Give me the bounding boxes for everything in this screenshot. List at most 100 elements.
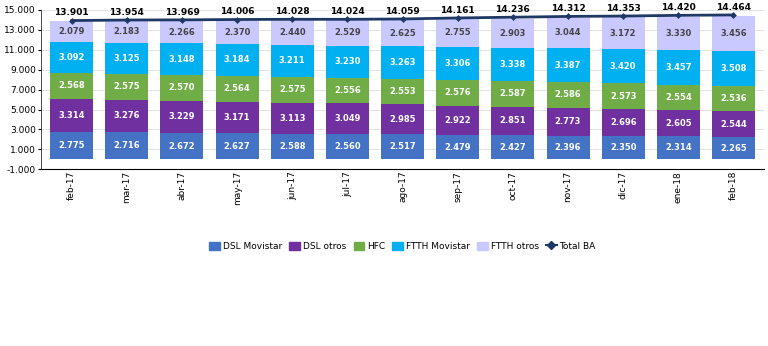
Text: 2.755: 2.755 bbox=[445, 28, 471, 37]
Text: 2.553: 2.553 bbox=[389, 87, 416, 96]
Text: 13.901: 13.901 bbox=[55, 8, 89, 17]
Text: 2.517: 2.517 bbox=[389, 143, 416, 152]
Text: 3.306: 3.306 bbox=[445, 59, 471, 68]
Bar bbox=[547, 136, 590, 160]
Bar bbox=[712, 17, 755, 51]
Text: 3.211: 3.211 bbox=[279, 56, 306, 65]
Text: 3.330: 3.330 bbox=[665, 29, 691, 38]
Text: 14.236: 14.236 bbox=[495, 5, 530, 14]
Text: 2.556: 2.556 bbox=[334, 86, 361, 95]
Bar bbox=[105, 43, 148, 74]
Text: 2.536: 2.536 bbox=[720, 94, 746, 103]
Bar bbox=[547, 18, 590, 48]
Bar bbox=[381, 104, 424, 134]
Text: 2.587: 2.587 bbox=[500, 89, 526, 98]
Text: 2.773: 2.773 bbox=[554, 117, 581, 126]
Bar bbox=[216, 133, 259, 160]
Text: 2.265: 2.265 bbox=[720, 144, 746, 153]
Text: 3.229: 3.229 bbox=[169, 112, 195, 121]
Bar bbox=[326, 20, 369, 46]
Text: 2.314: 2.314 bbox=[665, 143, 692, 153]
Text: 3.044: 3.044 bbox=[554, 28, 581, 37]
Bar bbox=[271, 102, 314, 134]
Bar bbox=[492, 135, 535, 160]
Text: 2.079: 2.079 bbox=[58, 27, 85, 36]
Text: 2.427: 2.427 bbox=[499, 143, 526, 152]
Bar bbox=[381, 134, 424, 160]
Bar bbox=[326, 103, 369, 134]
Bar bbox=[381, 79, 424, 104]
Text: 2.851: 2.851 bbox=[499, 117, 526, 126]
Text: 14.028: 14.028 bbox=[275, 7, 310, 16]
Bar bbox=[50, 73, 93, 99]
Bar bbox=[657, 17, 700, 50]
Text: 2.576: 2.576 bbox=[445, 88, 471, 97]
Text: 2.672: 2.672 bbox=[169, 142, 195, 151]
Text: 3.338: 3.338 bbox=[500, 60, 526, 69]
Text: 2.568: 2.568 bbox=[58, 81, 85, 90]
Bar bbox=[326, 46, 369, 78]
Text: 14.312: 14.312 bbox=[551, 4, 585, 13]
Bar bbox=[712, 137, 755, 160]
Text: 2.625: 2.625 bbox=[389, 29, 416, 38]
Bar bbox=[216, 20, 259, 44]
Text: 13.954: 13.954 bbox=[109, 8, 144, 17]
Text: 2.370: 2.370 bbox=[224, 28, 250, 37]
Bar bbox=[657, 136, 700, 160]
Text: 2.570: 2.570 bbox=[169, 83, 195, 92]
Text: 2.544: 2.544 bbox=[720, 120, 746, 129]
Text: 14.024: 14.024 bbox=[330, 7, 365, 16]
Bar bbox=[436, 19, 479, 47]
Bar bbox=[161, 133, 204, 160]
Bar bbox=[271, 134, 314, 160]
Bar bbox=[492, 107, 535, 135]
Text: 2.396: 2.396 bbox=[554, 143, 581, 152]
Text: 2.985: 2.985 bbox=[389, 115, 415, 124]
Bar bbox=[657, 110, 700, 136]
Text: 3.184: 3.184 bbox=[224, 55, 250, 64]
Text: 2.922: 2.922 bbox=[445, 116, 471, 125]
Bar bbox=[492, 81, 535, 107]
Bar bbox=[436, 80, 479, 106]
Bar bbox=[657, 85, 700, 110]
Text: 3.314: 3.314 bbox=[58, 111, 85, 120]
Bar bbox=[105, 21, 148, 43]
Text: 3.092: 3.092 bbox=[58, 53, 85, 62]
Text: 3.420: 3.420 bbox=[610, 62, 637, 71]
Text: 2.554: 2.554 bbox=[665, 93, 692, 102]
Text: 14.161: 14.161 bbox=[440, 6, 475, 15]
Text: 2.605: 2.605 bbox=[665, 119, 692, 128]
Bar bbox=[161, 75, 204, 100]
Text: 14.420: 14.420 bbox=[661, 3, 696, 12]
Bar bbox=[105, 100, 148, 132]
Bar bbox=[712, 111, 755, 137]
Text: 2.266: 2.266 bbox=[169, 28, 195, 37]
Text: 3.171: 3.171 bbox=[224, 113, 250, 122]
Text: 14.464: 14.464 bbox=[716, 3, 751, 12]
Bar bbox=[216, 101, 259, 133]
Text: 2.479: 2.479 bbox=[445, 143, 471, 152]
Text: 2.627: 2.627 bbox=[223, 142, 250, 151]
Bar bbox=[271, 45, 314, 77]
Bar bbox=[381, 20, 424, 46]
Text: 2.183: 2.183 bbox=[114, 27, 140, 36]
Text: 2.586: 2.586 bbox=[554, 90, 581, 99]
Bar bbox=[492, 47, 535, 81]
Bar bbox=[271, 77, 314, 102]
Bar bbox=[492, 18, 535, 47]
Bar bbox=[601, 136, 644, 160]
Text: 3.457: 3.457 bbox=[665, 63, 692, 72]
Bar bbox=[601, 49, 644, 83]
Bar bbox=[326, 78, 369, 103]
Text: 2.775: 2.775 bbox=[58, 141, 85, 150]
Bar bbox=[326, 134, 369, 160]
Text: 14.006: 14.006 bbox=[220, 7, 254, 16]
Bar bbox=[547, 48, 590, 82]
Text: 2.350: 2.350 bbox=[610, 143, 637, 152]
Bar bbox=[547, 108, 590, 136]
Text: 2.575: 2.575 bbox=[114, 82, 140, 91]
Bar bbox=[657, 50, 700, 85]
Bar bbox=[547, 82, 590, 108]
Text: 2.564: 2.564 bbox=[223, 84, 250, 93]
Bar bbox=[161, 100, 204, 133]
